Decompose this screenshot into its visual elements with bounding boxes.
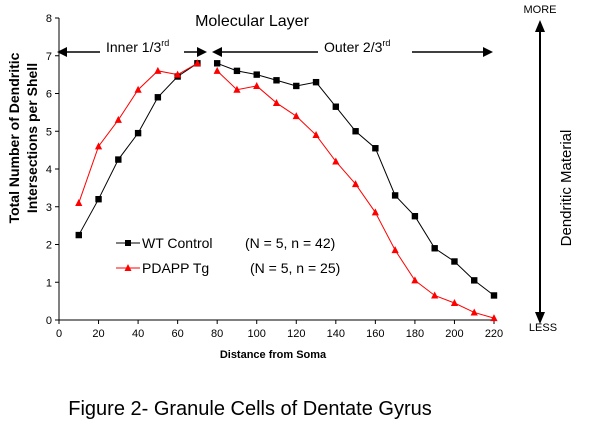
data-point-square [95,196,102,203]
data-point-square [312,78,320,86]
dendritic-material-indicator: MORE LESS Dendritic Material [524,4,576,334]
legend-stats-wt-control: (N = 5, n = 42) [245,235,335,251]
inner-third-label: Inner 1/3rd [106,38,169,55]
x-tick-label: 200 [445,328,463,340]
x-tick-labels: 0 20 40 60 80 100 120 140 160 180 200 220 [56,328,503,340]
legend: WT Control (N = 5, n = 42) PDAPP Tg (N =… [116,235,340,276]
data-point-triangle [332,157,340,165]
x-tick-label: 140 [327,328,345,340]
y-axis-label-line2: Intersections per Shell [24,63,40,213]
data-point-square [75,231,82,239]
figure-caption: Figure 2- Granule Cells of Dentate Gyrus [68,398,432,420]
x-tick-label: 180 [406,328,424,340]
data-point-triangle [431,291,439,299]
data-point-triangle [312,131,320,139]
data-point-square [115,156,122,163]
legend-label-wt-control: WT Control [142,235,213,251]
data-point-triangle [154,66,162,74]
data-point-triangle [193,59,202,67]
inner-third-annotation: Inner 1/3rd [57,38,207,58]
data-point-triangle [114,115,122,123]
legend-label-pdapp-tg: PDAPP Tg [142,260,209,276]
data-point-triangle [75,198,83,206]
legend-stats-pdapp-tg: (N = 5, n = 25) [250,260,340,276]
arrowhead-left-icon [212,47,222,57]
x-tick-label: 80 [211,328,223,340]
data-point-triangle [134,85,142,93]
data-point-square [451,258,458,265]
data-point-square [352,128,359,135]
legend-item-wt-control: WT Control (N = 5, n = 42) [116,235,335,251]
x-tick-label: 100 [248,328,266,340]
data-point-triangle [411,276,419,284]
data-point-triangle [351,180,360,188]
x-tick-label: 40 [132,328,144,340]
data-point-square [471,277,478,284]
arrow-up-icon [535,20,545,32]
data-point-square [233,67,241,75]
data-point-square [411,212,419,220]
data-point-square [391,192,399,199]
data-point-triangle [292,112,300,120]
x-tick-label: 220 [485,328,503,340]
data-point-triangle [233,85,241,93]
data-point-triangle [272,98,281,106]
y-tick-label: 4 [46,164,52,176]
triangle-marker-icon [124,264,132,271]
y-tick-label: 3 [46,202,52,214]
x-tick-label: 20 [92,328,104,340]
x-tick-label: 0 [56,328,62,340]
more-label: MORE [524,4,557,16]
data-point-triangle [174,70,182,78]
legend-item-pdapp-tg: PDAPP Tg (N = 5, n = 25) [116,260,340,276]
data-point-square [134,129,142,137]
data-point-triangle [450,299,459,307]
y-tick-label: 8 [46,13,52,25]
data-point-triangle [391,246,399,254]
data-point-triangle [470,308,478,316]
x-tick-label: 120 [287,328,305,340]
x-axis-label: Distance from Soma [220,349,327,361]
data-point-triangle [213,66,221,74]
data-point-triangle [253,81,261,89]
data-point-triangle [490,314,498,322]
y-tick-label: 0 [46,315,52,327]
series-layer [75,59,498,322]
outer-two-thirds-annotation: Outer 2/3rd [212,38,493,58]
data-point-square [431,245,438,252]
data-point-square [253,71,260,78]
y-axis-label-line1: Total Number of Dendritic [6,52,22,223]
axes [55,17,495,324]
arrowhead-right-icon [197,47,207,57]
data-point-square [293,82,300,90]
data-point-triangle [94,142,103,150]
chart-title: Molecular Layer [195,13,310,30]
y-tick-labels: 0 1 2 3 4 5 6 7 8 [46,13,52,327]
series-pdapp-tg [75,59,498,322]
arrowhead-right-icon [483,47,493,57]
series-line [216,70,495,319]
data-point-square [273,77,280,84]
data-point-triangle [371,208,379,216]
dendritic-material-label: Dendritic Material [558,130,575,247]
square-marker-icon [125,240,131,246]
data-point-square [490,292,498,299]
data-point-square [332,103,340,110]
data-point-square [372,145,379,152]
y-tick-label: 6 [46,89,52,101]
y-tick-label: 1 [46,277,52,289]
y-tick-label: 5 [46,126,52,138]
data-point-square [154,94,162,101]
data-point-square [213,60,221,67]
arrow-down-icon [535,312,545,324]
y-tick-label: 2 [46,240,52,252]
arrowhead-left-icon [57,47,67,57]
x-tick-label: 160 [366,328,384,340]
x-tick-label: 60 [172,328,184,340]
y-tick-label: 7 [46,51,52,63]
outer-two-thirds-label: Outer 2/3rd [324,38,390,55]
less-label: LESS [529,322,557,334]
